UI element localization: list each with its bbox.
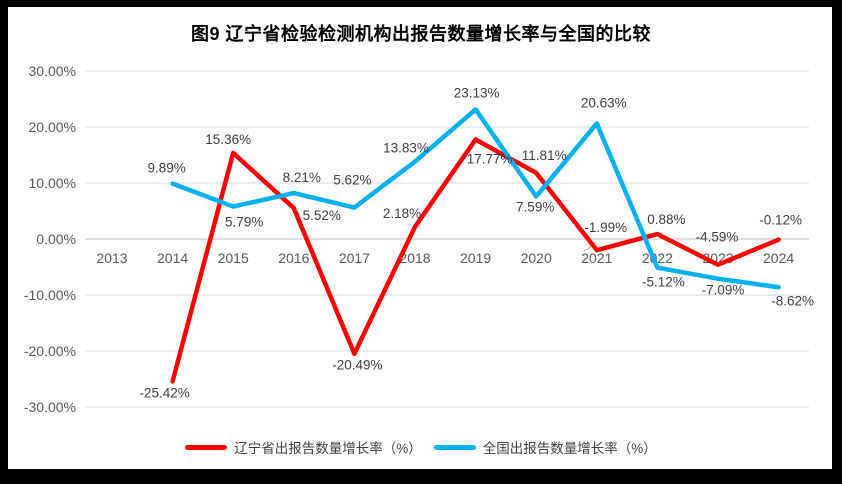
liaoning-line-swatch — [185, 444, 228, 450]
x-axis-year-label: 2024 — [763, 250, 794, 266]
data-label: 15.36% — [205, 132, 251, 147]
legend-label-national: 全国出报告数量增长率（%） — [482, 441, 657, 456]
data-label: 11.81% — [522, 148, 567, 163]
x-axis-year-label: 2018 — [399, 250, 430, 266]
liaoning-series-line — [170, 137, 781, 384]
chart-title: 图9 辽宁省检验检测机构出报告数量增长率与全国的比较 — [190, 24, 651, 44]
data-label: 13.83% — [383, 141, 429, 156]
national-series-line — [170, 107, 781, 290]
legend-label-liaoning: 辽宁省出报告数量增长率（%） — [234, 441, 422, 456]
data-label: -5.12% — [642, 275, 685, 290]
data-label: -0.12% — [759, 213, 802, 228]
data-label: 7.59% — [516, 199, 554, 214]
data-label: -8.62% — [771, 293, 814, 308]
data-label: 17.77% — [467, 151, 513, 166]
y-axis-tick-label: -20.00% — [24, 343, 76, 359]
data-label: -4.59% — [696, 230, 739, 245]
x-axis-year-label: 2019 — [460, 250, 491, 266]
x-axis-year-label: 2015 — [218, 250, 249, 266]
data-label: -25.42% — [139, 385, 189, 400]
y-axis-tick-label: 10.00% — [29, 175, 76, 191]
legend-item-liaoning: 辽宁省出报告数量增长率（%） — [185, 437, 422, 457]
x-axis-year-label: 2016 — [278, 250, 309, 266]
data-label: 8.21% — [283, 170, 321, 185]
y-axis-tick-label: -30.00% — [24, 399, 76, 415]
national-line-swatch — [433, 444, 476, 450]
data-label: 5.62% — [333, 173, 371, 188]
x-axis-year-label: 2020 — [521, 250, 552, 266]
data-label: -20.49% — [332, 358, 382, 373]
chart-canvas — [8, 7, 832, 469]
legend-item-national: 全国出报告数量增长率（%） — [433, 437, 657, 457]
data-label: 5.79% — [225, 215, 263, 230]
y-axis-tick-label: 30.00% — [29, 63, 76, 79]
data-label: 0.88% — [647, 212, 685, 227]
y-axis-tick-label: -10.00% — [24, 287, 76, 303]
data-label: 20.63% — [581, 95, 627, 110]
data-label: 9.89% — [147, 161, 185, 176]
data-label: 2.18% — [383, 206, 421, 221]
y-axis-tick-label: 0.00% — [36, 231, 76, 247]
chart-legend: 辽宁省出报告数量增长率（%） 全国出报告数量增长率（%） — [0, 437, 842, 457]
x-axis-year-label: 2021 — [581, 250, 612, 266]
data-label: -1.99% — [584, 220, 627, 235]
data-label: -7.09% — [702, 283, 745, 298]
y-axis-tick-label: 20.00% — [29, 119, 76, 135]
data-label: 23.13% — [454, 85, 500, 100]
x-axis-year-label: 2017 — [339, 250, 370, 266]
data-label: 5.52% — [303, 208, 341, 223]
x-axis-year-label: 2013 — [96, 250, 127, 266]
x-axis-year-label: 2014 — [157, 250, 188, 266]
